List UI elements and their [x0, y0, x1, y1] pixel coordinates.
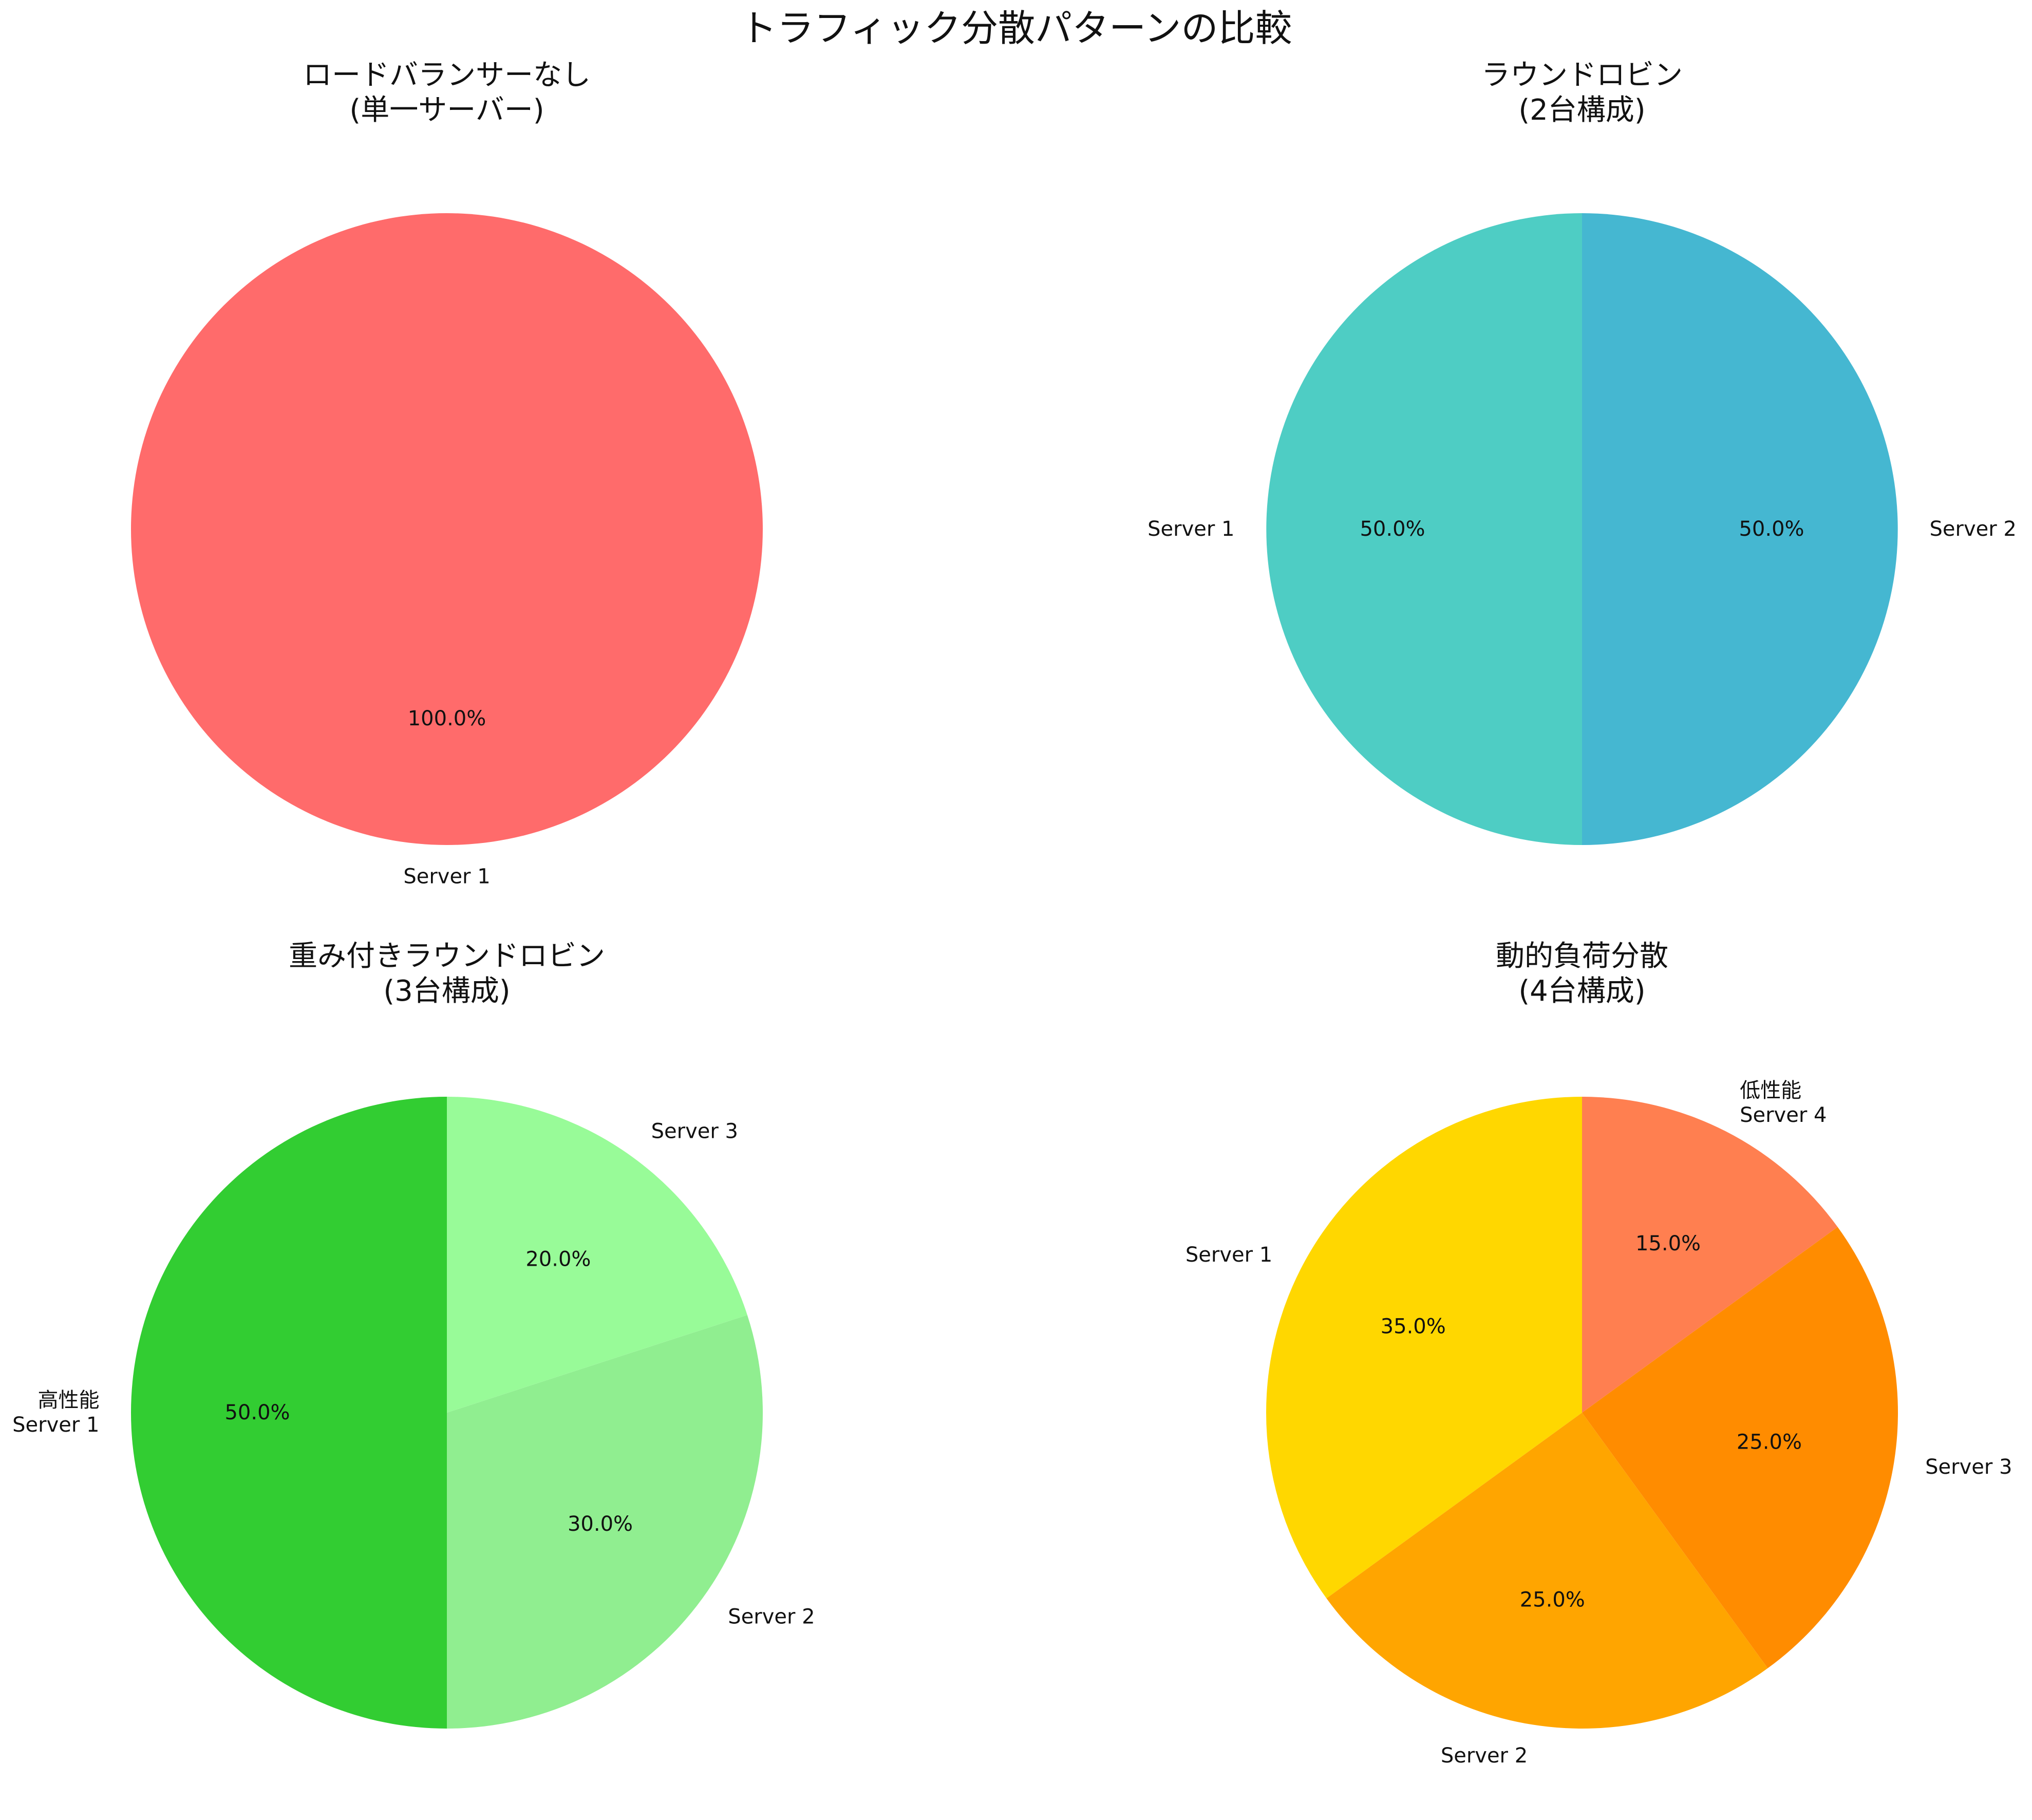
- pie-category-label: 低性能: [1740, 1079, 1801, 1102]
- pie-wedge: [1582, 1097, 1838, 1413]
- pie-wedge: [447, 1315, 763, 1729]
- chart-title-line: (3台構成): [383, 974, 510, 1008]
- pie-category-label: 高性能: [38, 1389, 100, 1412]
- pie-wedge: [1326, 1413, 1768, 1729]
- pie-wedge: [131, 1097, 447, 1729]
- pie-percent-label: 50.0%: [224, 1401, 290, 1424]
- pie-percent-label: 15.0%: [1635, 1232, 1701, 1255]
- pie-percent-label: 100.0%: [408, 707, 486, 730]
- pie-category-label: Server 1: [1147, 517, 1234, 541]
- pie-chart-4: 動的負荷分散(4台構成) 35.0% Server 1 25.0% Server 2 25…: [1186, 940, 2012, 1768]
- pie-wedge: [1266, 213, 1582, 845]
- pie-category-label: Server 2: [1930, 517, 2017, 541]
- pie-category-label: Server 1: [1186, 1243, 1272, 1267]
- chart-title-line: 動的負荷分散: [1496, 940, 1668, 973]
- pie-percent-label: 25.0%: [1520, 1588, 1585, 1611]
- chart-title-line: (4台構成): [1518, 974, 1645, 1008]
- pie-percent-label: 50.0%: [1360, 517, 1425, 541]
- pie-percent-label: 50.0%: [1739, 517, 1804, 541]
- chart-title-line: ラウンドロビン: [1481, 59, 1683, 92]
- pie-wedge: [1266, 1097, 1582, 1599]
- pie-category-label: Server 1: [12, 1413, 99, 1437]
- pie-category-label: Server 2: [728, 1605, 815, 1629]
- chart-title-line: ロードバランサーなし: [303, 59, 591, 92]
- pie-percent-label: 25.0%: [1737, 1431, 1802, 1454]
- pie-wedge: [1582, 1227, 1898, 1668]
- pie-category-label: Server 4: [1740, 1103, 1827, 1127]
- pie-wedge: [447, 1097, 747, 1413]
- pie-wedge: [1582, 213, 1898, 845]
- pie-percent-label: 35.0%: [1381, 1315, 1446, 1338]
- pie-category-label: Server 3: [1925, 1455, 2012, 1479]
- pie-percent-label: 30.0%: [568, 1512, 633, 1536]
- pie-category-label: Server 3: [651, 1120, 738, 1143]
- pie-category-label: Server 2: [1441, 1744, 1528, 1768]
- pie-chart-2: ラウンドロビン(2台構成) 50.0% Server 1 50.0% Server 2: [1147, 59, 2017, 845]
- pie-percent-label: 20.0%: [525, 1247, 591, 1271]
- pie-chart-1: ロードバランサーなし(単一サーバー) 100.0% Server 1: [131, 59, 763, 889]
- chart-title-line: (2台構成): [1518, 93, 1645, 127]
- chart-title-line: 重み付きラウンドロビン: [289, 940, 605, 973]
- pie-category-label: Server 1: [403, 865, 490, 889]
- pie-wedge: [131, 213, 763, 845]
- figure-title: トラフィック分散パターンの比較: [740, 7, 1292, 50]
- chart-title-line: (単一サーバー): [349, 93, 544, 127]
